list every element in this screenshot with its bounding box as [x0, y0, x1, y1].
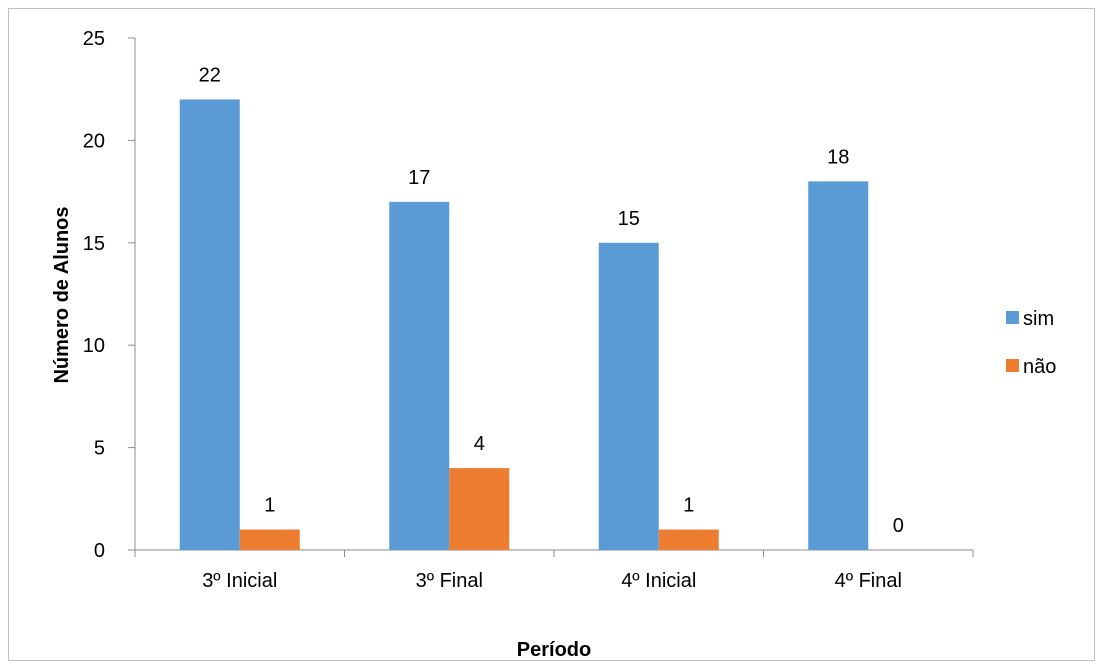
x-tick-label: 3º Final — [416, 570, 483, 592]
data-label-sim-2: 17 — [408, 167, 430, 189]
bar-não-2 — [449, 468, 510, 550]
data-label-não-2: 4 — [474, 433, 485, 455]
data-label-sim-3: 15 — [618, 208, 640, 230]
legend-swatch-sim — [1006, 311, 1019, 324]
bar-sim-1 — [179, 99, 240, 550]
data-label-não-1: 1 — [264, 495, 275, 517]
y-tick-label: 0 — [94, 540, 105, 562]
y-tick-label: 25 — [83, 28, 105, 50]
bar-não-3 — [658, 529, 719, 550]
bar-sim-4 — [808, 181, 869, 551]
x-tick-label: 3º Inicial — [202, 570, 277, 592]
data-label-sim-4: 18 — [827, 146, 849, 168]
y-tick-label: 10 — [83, 335, 105, 357]
y-tick-label: 15 — [83, 233, 105, 255]
bar-não-1 — [239, 529, 300, 550]
legend: sim não — [1006, 308, 1056, 378]
legend-label-sim: sim — [1023, 308, 1054, 330]
y-tick-label: 20 — [83, 130, 105, 152]
chart-frame — [8, 8, 1095, 661]
y-tick-label: 5 — [94, 438, 105, 460]
legend-label-não: não — [1023, 356, 1056, 378]
data-label-não-4: 0 — [893, 515, 904, 537]
data-label-sim-1: 22 — [199, 64, 221, 86]
bar-sim-2 — [389, 201, 450, 550]
x-tick-label: 4º Final — [835, 570, 902, 592]
bar-sim-3 — [598, 242, 659, 551]
legend-swatch-não — [1006, 359, 1019, 372]
x-axis-title: Período — [517, 639, 591, 661]
x-tick-label: 4º Inicial — [621, 570, 696, 592]
data-label-não-3: 1 — [683, 495, 694, 517]
y-axis-title: Número de Alunos — [51, 206, 73, 383]
